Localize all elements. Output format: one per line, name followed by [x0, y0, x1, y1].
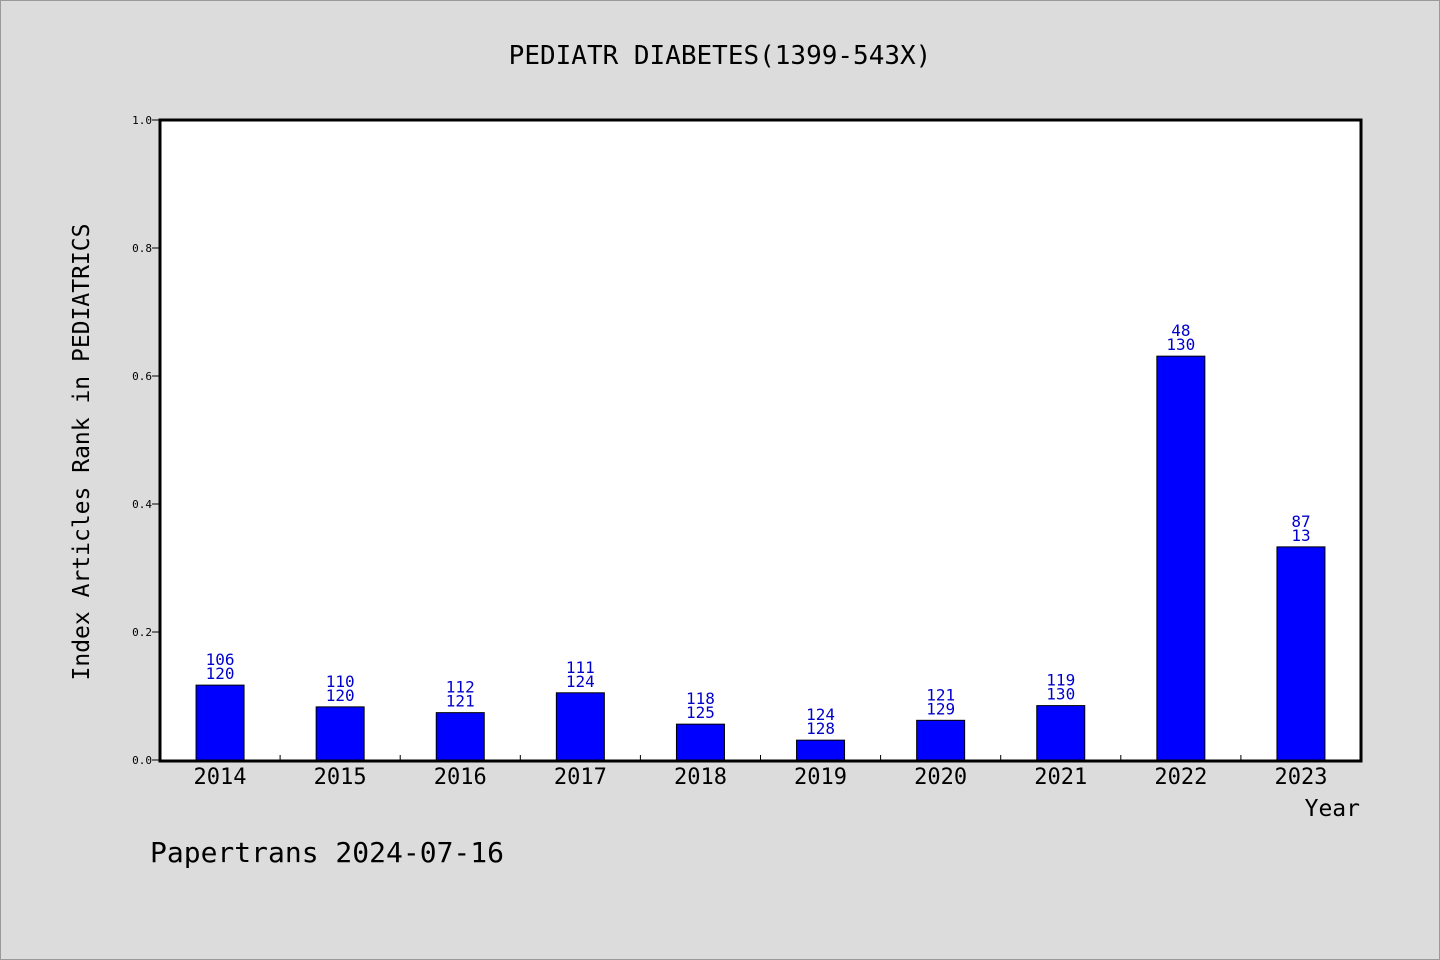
x-tick-label: 2015 [314, 765, 367, 790]
bar-2019 [796, 739, 846, 761]
x-tick-label: 2018 [674, 765, 727, 790]
y-tick-label: 0.8 [132, 242, 152, 255]
bar-label-bottom: 124 [566, 672, 595, 691]
footer-credit: Papertrans 2024-07-16 [150, 836, 504, 869]
y-axis-title: Index Articles Rank in PEDIATRICS [69, 224, 95, 681]
bar-2022 [1156, 355, 1206, 761]
x-tick-label: 2021 [1034, 765, 1087, 790]
bar-series [195, 355, 1326, 761]
bar-2018 [675, 723, 725, 761]
y-axis: 0.0 0.2 0.4 0.6 0.8 1.0 [132, 114, 160, 767]
x-tick-label: 2020 [914, 765, 967, 790]
bar-label-top: 48 [1171, 321, 1190, 340]
y-tick-label: 0.2 [132, 626, 152, 639]
chart-title: PEDIATR DIABETES(1399-543X) [509, 41, 932, 71]
bar-label-bottom: 125 [686, 703, 715, 722]
x-axis-title: Year [1305, 796, 1360, 822]
bar-label-bottom: 128 [806, 719, 835, 738]
bar-label-top: 110 [326, 672, 355, 691]
x-tick-label: 2022 [1154, 765, 1207, 790]
y-tick-label: 0.0 [132, 754, 152, 767]
y-tick-label: 0.6 [132, 370, 152, 383]
bar-2017 [555, 692, 605, 761]
bar-label-bottom: 121 [446, 692, 475, 711]
x-tick-label: 2023 [1274, 765, 1327, 790]
bar-label-top: 106 [206, 650, 235, 669]
bar-label-bottom: 13 [1291, 526, 1310, 545]
x-tick-label: 2014 [194, 765, 247, 790]
bar-label-top: 121 [926, 685, 955, 704]
bar-2021 [1036, 705, 1086, 761]
bar-2020 [916, 719, 966, 761]
bar-label-bottom: 120 [206, 664, 235, 683]
bar-label-bottom: 129 [926, 699, 955, 718]
bar-label-top: 87 [1291, 512, 1310, 531]
bar-label-top: 112 [446, 678, 475, 697]
x-axis: 2014 2015 2016 2017 2018 2019 2020 2021 2022 2023 [194, 755, 1327, 790]
bar-label-bottom: 130 [1166, 335, 1195, 354]
bar-2016 [435, 712, 485, 761]
bar-2023 [1276, 546, 1326, 761]
x-tick-label: 2019 [794, 765, 847, 790]
x-tick-label: 2017 [554, 765, 607, 790]
bar-label-top: 111 [566, 658, 595, 677]
bar-label-bottom: 120 [326, 686, 355, 705]
y-tick-label: 0.4 [132, 498, 152, 511]
x-tick-label: 2016 [434, 765, 487, 790]
bar-label-top: 124 [806, 705, 835, 724]
bar-2014 [195, 684, 245, 761]
bar-2015 [315, 706, 365, 761]
bar-label-top: 118 [686, 689, 715, 708]
bar-label-bottom: 130 [1046, 685, 1075, 704]
bar-label-top: 119 [1046, 671, 1075, 690]
y-tick-label: 1.0 [132, 114, 152, 127]
